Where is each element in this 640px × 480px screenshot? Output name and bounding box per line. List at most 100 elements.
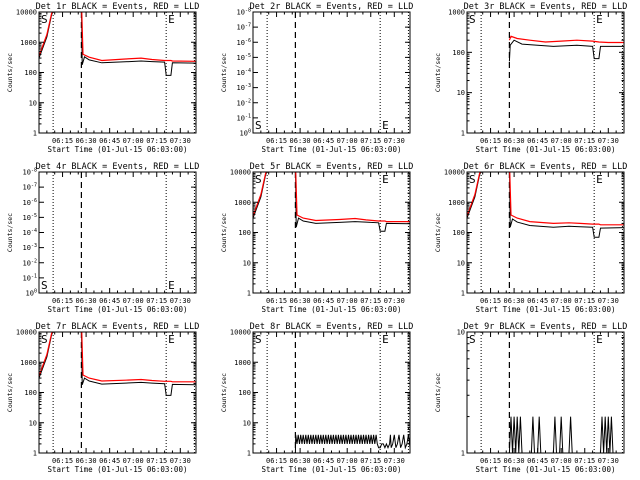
x-axis-label: Start Time (01-Jul-15 06:03:00) <box>262 305 402 314</box>
y-axis-label: Counts/sec <box>220 213 228 252</box>
y-axis-label: Counts/sec <box>6 373 14 412</box>
x-tick-label: 07:30 <box>170 297 191 305</box>
y-axis-label: Counts/sec <box>6 213 14 252</box>
x-tick-label: 07:15 <box>574 457 595 465</box>
x-tick-label: 07:30 <box>384 457 405 465</box>
x-tick-label: 07:15 <box>360 457 381 465</box>
y-tick-label: 10 <box>243 259 251 267</box>
x-tick-label: 07:30 <box>598 457 619 465</box>
x-tick-label: 07:15 <box>574 297 595 305</box>
x-tick-label: 07:00 <box>551 297 572 305</box>
y-axis-label: Counts/sec <box>220 53 228 92</box>
start-marker: S <box>255 119 262 132</box>
x-tick-label: 06:45 <box>527 137 548 145</box>
y-tick-label: 10-6 <box>23 198 37 207</box>
y-tick-label: 1 <box>247 290 251 298</box>
y-tick-label: 1 <box>461 130 465 138</box>
y-tick-label: 10000 <box>16 9 37 17</box>
y-tick-label: 10 <box>29 99 37 107</box>
y-tick-label: 1 <box>247 450 251 458</box>
x-tick-label: 06:30 <box>290 137 311 145</box>
x-tick-label: 07:00 <box>551 457 572 465</box>
panel-det-1: Det 1r BLACK = Events, RED = LLD 1 10 100 10… <box>6 2 200 154</box>
panel-title: Det 8r BLACK = Events, RED = LLD <box>250 322 414 332</box>
y-tick-label: 100 <box>452 229 465 237</box>
y-tick-label: 1 <box>461 450 465 458</box>
x-axis-label: Start Time (01-Jul-15 06:03:00) <box>476 145 616 154</box>
y-tick-label: 10-2 <box>237 98 251 107</box>
x-tick-label: 06:45 <box>313 137 334 145</box>
end-marker: E <box>596 333 603 346</box>
series-events <box>253 172 410 232</box>
y-tick-label: 10000 <box>230 169 251 177</box>
y-axis-label: Counts/sec <box>434 53 442 92</box>
end-marker: E <box>168 13 175 26</box>
y-tick-label: 10 <box>243 419 251 427</box>
y-tick-label: 10000 <box>16 329 37 337</box>
plot-frame <box>252 171 411 294</box>
panel-det-3: Det 3r BLACK = Events, RED = LLD 1 10 100 10… <box>434 2 627 154</box>
start-marker: S <box>255 333 262 346</box>
end-marker: E <box>596 13 603 26</box>
end-marker: E <box>382 173 389 186</box>
y-tick-label: 100 <box>24 389 37 397</box>
y-tick-label: 1000 <box>234 199 251 207</box>
y-tick-label: 1000 <box>448 199 465 207</box>
x-tick-label: 06:15 <box>266 137 287 145</box>
series-events <box>467 172 624 238</box>
x-tick-label: 06:15 <box>52 457 73 465</box>
x-tick-label: 07:15 <box>360 297 381 305</box>
y-tick-label: 1000 <box>20 39 37 47</box>
x-tick-label: 07:30 <box>598 297 619 305</box>
start-marker: S <box>469 13 476 26</box>
series-events <box>508 39 624 62</box>
x-tick-label: 06:15 <box>52 297 73 305</box>
x-tick-label: 06:45 <box>99 137 120 145</box>
y-tick-label: 10000 <box>230 329 251 337</box>
y-axis-label: Counts/sec <box>6 53 14 92</box>
end-marker: E <box>168 333 175 346</box>
y-tick-label: 10-7 <box>237 23 251 32</box>
end-marker: E <box>168 279 175 292</box>
series-lld <box>39 332 196 383</box>
y-tick-label: 1000 <box>448 9 465 17</box>
series-lld <box>253 172 410 223</box>
plot-frame <box>38 11 197 134</box>
y-tick-label: 10-7 <box>23 183 37 192</box>
x-tick-label: 07:15 <box>146 297 167 305</box>
end-marker: E <box>382 119 389 132</box>
x-tick-label: 06:15 <box>480 297 501 305</box>
x-tick-label: 06:30 <box>290 457 311 465</box>
panel-title: Det 1r BLACK = Events, RED = LLD <box>36 2 200 12</box>
panel-title: Det 7r BLACK = Events, RED = LLD <box>36 322 200 332</box>
x-tick-label: 06:45 <box>527 297 548 305</box>
x-tick-label: 07:00 <box>337 297 358 305</box>
x-tick-label: 07:00 <box>123 137 144 145</box>
x-tick-label: 06:30 <box>504 297 525 305</box>
x-tick-label: 06:30 <box>504 137 525 145</box>
x-axis-label: Start Time (01-Jul-15 06:03:00) <box>48 145 188 154</box>
y-tick-label: 10-8 <box>237 8 251 17</box>
y-tick-label: 100 <box>240 129 251 138</box>
y-tick-label: 10-1 <box>237 113 251 122</box>
x-tick-label: 07:30 <box>384 137 405 145</box>
y-tick-label: 100 <box>238 389 251 397</box>
x-tick-label: 07:00 <box>123 297 144 305</box>
x-tick-label: 06:30 <box>290 297 311 305</box>
x-tick-label: 07:30 <box>384 297 405 305</box>
y-tick-label: 10-5 <box>23 213 37 222</box>
y-tick-label: 10-6 <box>237 38 251 47</box>
x-axis-label: Start Time (01-Jul-15 06:03:00) <box>262 465 402 474</box>
panel-det-8: Det 8r BLACK = Events, RED = LLD 1 10 100 10… <box>220 322 413 474</box>
x-tick-label: 07:15 <box>360 137 381 145</box>
y-tick-label: 100 <box>24 69 37 77</box>
panel-title: Det 9r BLACK = Events, RED = LLD <box>464 322 628 332</box>
x-axis-label: Start Time (01-Jul-15 06:03:00) <box>48 305 188 314</box>
y-tick-label: 10-1 <box>23 273 37 282</box>
y-tick-label: 1000 <box>20 359 37 367</box>
x-tick-label: 06:15 <box>480 457 501 465</box>
x-axis-label: Start Time (01-Jul-15 06:03:00) <box>476 465 616 474</box>
plot-frame <box>38 331 197 454</box>
panel-det-7: Det 7r BLACK = Events, RED = LLD 1 10 100 10… <box>6 322 200 474</box>
y-tick-label: 100 <box>26 289 37 298</box>
